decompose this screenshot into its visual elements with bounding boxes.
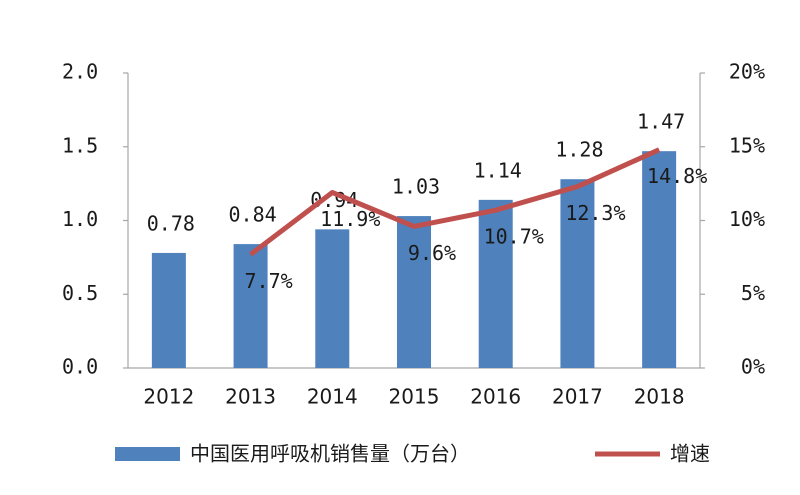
bar-value-label: 0.84 — [228, 203, 276, 227]
bar-value-label: 1.28 — [555, 138, 603, 162]
x-tick-label: 2012 — [143, 385, 194, 409]
bar — [151, 252, 186, 368]
bar-value-label: 1.14 — [474, 158, 522, 182]
x-tick-label: 2018 — [634, 385, 685, 409]
bar — [642, 151, 677, 368]
bar — [560, 179, 595, 368]
y-tick-label: 0.5 — [62, 281, 98, 305]
legend-label: 增速 — [670, 442, 710, 466]
y2-tick-label: 20% — [729, 60, 765, 84]
x-tick-label: 2017 — [552, 385, 603, 409]
bar — [397, 216, 431, 368]
bar — [233, 244, 268, 368]
y2-tick-label: 10% — [729, 207, 765, 231]
x-tick-label: 2015 — [389, 385, 440, 409]
line-value-label: 9.6% — [408, 241, 456, 265]
y-tick-label: 0.0 — [62, 355, 98, 379]
x-tick-label: 2014 — [307, 385, 358, 409]
line-value-label: 7.7% — [244, 269, 292, 293]
line-value-label: 12.3% — [565, 201, 625, 225]
bar-value-label: 1.47 — [637, 110, 685, 134]
line-value-label: 10.7% — [484, 225, 544, 249]
bar-value-label: 0.78 — [147, 211, 195, 235]
legend-swatch — [115, 447, 180, 461]
y2-tick-label: 5% — [741, 281, 765, 305]
bar — [315, 229, 350, 368]
legend-label: 中国医用呼吸机销售量（万台） — [190, 442, 470, 466]
bar-value-label: 1.03 — [392, 175, 440, 199]
x-tick-label: 2016 — [470, 385, 521, 409]
line-value-label: 14.8% — [647, 164, 707, 188]
y-tick-label: 1.5 — [62, 133, 98, 157]
y-tick-label: 2.0 — [62, 60, 98, 84]
line-value-label: 11.9% — [320, 207, 380, 231]
x-tick-label: 2013 — [225, 385, 276, 409]
y-tick-label: 1.0 — [62, 207, 98, 231]
line — [249, 147, 661, 257]
y2-tick-label: 15% — [729, 133, 765, 157]
bar — [478, 199, 513, 368]
y2-tick-label: 0% — [741, 355, 765, 379]
